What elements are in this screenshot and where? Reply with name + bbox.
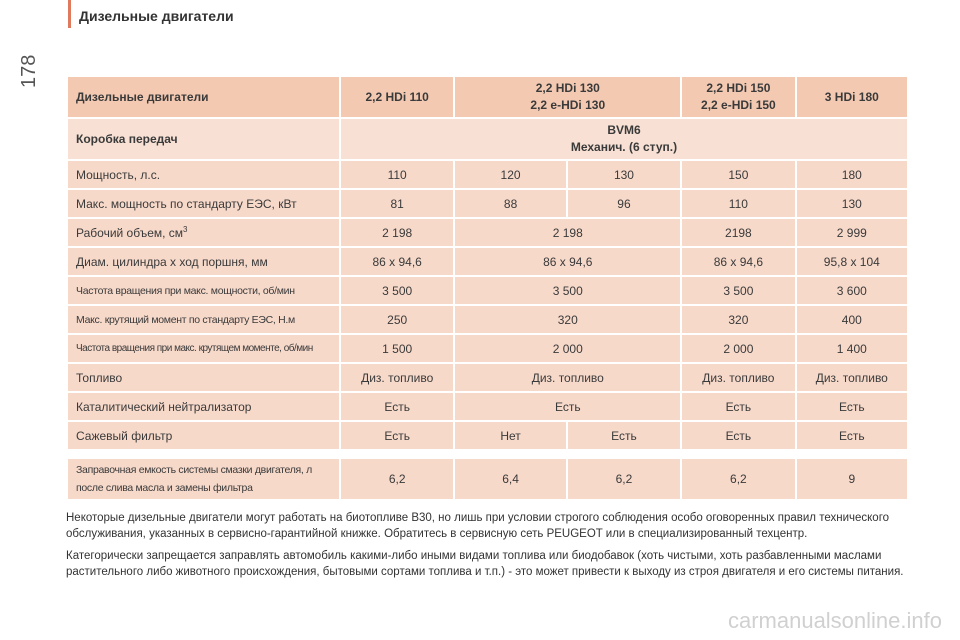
table-row-rpm-torque: Частота вращения при макс. крутящем моме… [68, 335, 907, 362]
rpm-power-label: Частота вращения при макс. мощности, об/… [68, 277, 339, 304]
table-cell: 95,8 х 104 [796, 248, 907, 275]
table-row-gearbox: Коробка передач BVM6 Механич. (6 ступ.) [68, 119, 907, 159]
header-col-hdi180: 3 HDi 180 [796, 77, 907, 117]
table-cell: 9 [796, 459, 907, 499]
table-cell: Есть [567, 422, 681, 449]
watermark: carmanualsonline.info [727, 608, 942, 633]
torque-label: Макс. крутящий момент по стандарту ЕЭС, … [68, 306, 339, 333]
table-cell: 96 [567, 190, 681, 217]
spacer-cell [68, 451, 907, 457]
table-cell: 120 [455, 161, 566, 188]
header-col-hdi110: 2,2 HDi 110 [340, 77, 454, 117]
gearbox-label: Коробка передач [68, 119, 339, 159]
rpm-torque-label: Частота вращения при макс. крутящем моме… [68, 335, 339, 362]
table-cell: 110 [682, 190, 795, 217]
table-row-power: Мощность, л.с. 110 120 130 150 180 [68, 161, 907, 188]
table-cell: Есть [796, 422, 907, 449]
table-cell: 2198 [682, 219, 795, 246]
table-cell: 2 198 [340, 219, 454, 246]
table-cell: 400 [796, 306, 907, 333]
volume-label-text: Рабочий объем, см [76, 226, 184, 240]
table-spacer [68, 451, 907, 457]
oil-label-line1: Заправочная емкость системы смазки двига… [76, 464, 312, 476]
table-cell: 250 [340, 306, 454, 333]
table-cell: Есть [796, 393, 907, 420]
table-cell: 3 600 [796, 277, 907, 304]
table-row-catalyst: Каталитический нейтрализатор Есть Есть Е… [68, 393, 907, 420]
power-kw-label: Макс. мощность по стандарту ЕЭС, кВт [68, 190, 339, 217]
header-col-hdi150-line2: 2,2 e-HDi 150 [701, 98, 776, 112]
header-col-hdi150-line1: 2,2 HDi 150 [706, 81, 771, 95]
table-row-power-kw: Макс. мощность по стандарту ЕЭС, кВт 81 … [68, 190, 907, 217]
table-cell: 130 [567, 161, 681, 188]
table-row-rpm-power: Частота вращения при макс. мощности, об/… [68, 277, 907, 304]
note-biofuel: Некоторые дизельные двигатели могут рабо… [66, 512, 890, 540]
table-cell: 2 198 [455, 219, 681, 246]
table-cell: 2 000 [455, 335, 681, 362]
header-col-hdi130-line2: 2,2 e-HDi 130 [530, 98, 606, 112]
table-cell: 320 [682, 306, 795, 333]
table-cell: 3 500 [340, 277, 454, 304]
table-cell: 86 х 94,6 [455, 248, 681, 275]
table-row-oil: Заправочная емкость системы смазки двига… [68, 459, 907, 499]
gearbox-value: BVM6 Механич. (6 ступ.) [340, 119, 907, 159]
oil-label: Заправочная емкость системы смазки двига… [68, 459, 339, 499]
table-cell: 86 х 94,6 [682, 248, 795, 275]
table-cell: 130 [796, 190, 907, 217]
catalyst-label: Каталитический нейтрализатор [68, 393, 339, 420]
table-cell: 6,2 [340, 459, 454, 499]
page-number: 178 [18, 54, 40, 88]
gearbox-code: BVM6 [607, 123, 641, 137]
table-cell: 3 500 [455, 277, 681, 304]
table-cell: 1 400 [796, 335, 907, 362]
accent-bar [68, 0, 71, 28]
table-cell: 88 [455, 190, 566, 217]
fuel-label: Топливо [68, 364, 339, 391]
header-col-hdi130-line1: 2,2 HDi 130 [535, 81, 600, 95]
volume-label: Рабочий объем, см3 [68, 219, 339, 246]
table-row-torque: Макс. крутящий момент по стандарту ЕЭС, … [68, 306, 907, 333]
table-header-row: Дизельные двигатели 2,2 HDi 110 2,2 HDi … [68, 77, 907, 117]
table-cell: 150 [682, 161, 795, 188]
table-row-volume: Рабочий объем, см3 2 198 2 198 2198 2 99… [68, 219, 907, 246]
table-cell: 86 х 94,6 [340, 248, 454, 275]
table-cell: Диз. топливо [455, 364, 681, 391]
table-cell: Диз. топливо [682, 364, 795, 391]
note-fuel-warning: Категорически запрещается заправлять авт… [66, 550, 904, 578]
table-cell: Есть [682, 422, 795, 449]
bore-label: Диам. цилиндра х ход поршня, мм [68, 248, 339, 275]
table-row-fuel: Топливо Диз. топливо Диз. топливо Диз. т… [68, 364, 907, 391]
table-cell: Нет [455, 422, 566, 449]
power-label: Мощность, л.с. [68, 161, 339, 188]
table-cell: 180 [796, 161, 907, 188]
notes: Некоторые дизельные двигатели могут рабо… [66, 510, 916, 586]
table-cell: Есть [340, 422, 454, 449]
table-cell: Есть [455, 393, 681, 420]
table-row-filter: Сажевый фильтр Есть Нет Есть Есть Есть [68, 422, 907, 449]
oil-label-line2: после слива масла и замены фильтра [76, 482, 253, 494]
gearbox-desc: Механич. (6 ступ.) [570, 140, 678, 154]
filter-label: Сажевый фильтр [68, 422, 339, 449]
table-cell: Диз. топливо [796, 364, 907, 391]
table-row-bore: Диам. цилиндра х ход поршня, мм 86 х 94,… [68, 248, 907, 275]
header-label: Дизельные двигатели [68, 77, 339, 117]
table-cell: 320 [455, 306, 681, 333]
table-cell: Есть [682, 393, 795, 420]
header-col-hdi130: 2,2 HDi 130 2,2 e-HDi 130 [455, 77, 681, 117]
table-cell: Есть [340, 393, 454, 420]
table-cell: 6,2 [567, 459, 681, 499]
table-cell: 110 [340, 161, 454, 188]
table-cell: 2 999 [796, 219, 907, 246]
engine-spec-table: Дизельные двигатели 2,2 HDi 110 2,2 HDi … [66, 75, 909, 501]
table-cell: 6,4 [455, 459, 566, 499]
table-cell: 2 000 [682, 335, 795, 362]
table-cell: 3 500 [682, 277, 795, 304]
page-title: Дизельные двигатели [79, 8, 234, 24]
table-cell: 1 500 [340, 335, 454, 362]
volume-label-sup: 3 [183, 225, 188, 234]
table-cell: 81 [340, 190, 454, 217]
table-cell: Диз. топливо [340, 364, 454, 391]
table-cell: 6,2 [682, 459, 795, 499]
header-col-hdi150: 2,2 HDi 150 2,2 e-HDi 150 [682, 77, 795, 117]
